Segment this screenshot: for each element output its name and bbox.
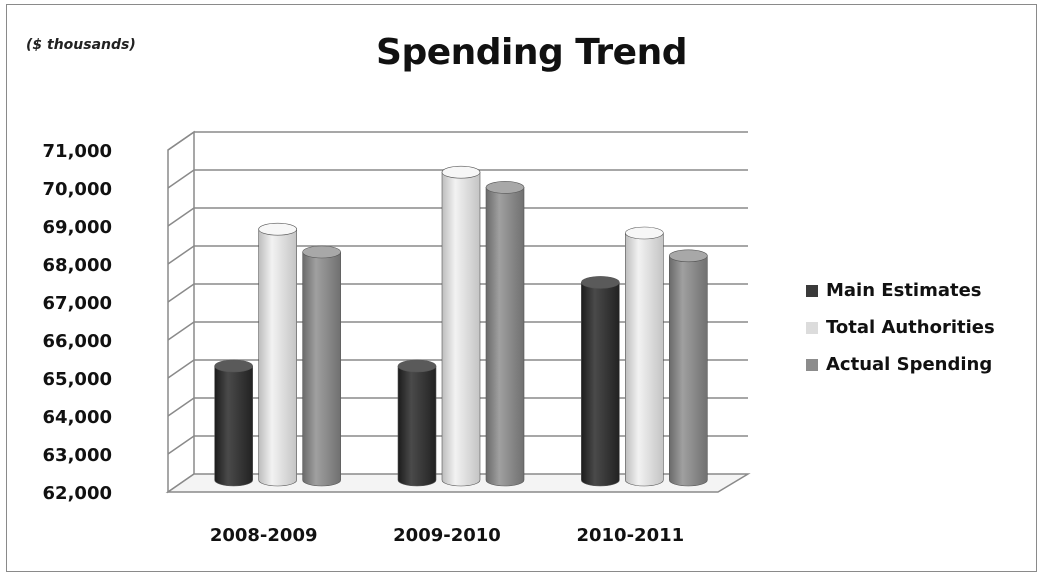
gridline [167, 245, 748, 265]
legend-swatch [806, 321, 818, 334]
x-tick-label: 2008-2009 [210, 525, 318, 546]
bar-body [214, 365, 253, 487]
legend-label: Total Authorities [826, 317, 995, 338]
x-tick-label: 2009-2010 [393, 525, 501, 546]
bar-main-estimates [397, 359, 437, 487]
y-tick-label: 69,000 [43, 217, 112, 238]
bar-body [669, 255, 708, 487]
bar-cap [258, 222, 297, 236]
y-tick-label: 66,000 [43, 331, 112, 352]
bar-cap [441, 165, 481, 179]
legend-item: Actual Spending [806, 346, 995, 383]
bar-main-estimates [214, 359, 253, 487]
legend-swatch [806, 358, 818, 371]
gridline [167, 397, 748, 417]
unit-label: ($ thousands) [26, 37, 136, 53]
y-tick-label: 70,000 [43, 179, 112, 200]
y-tick-label: 68,000 [43, 255, 112, 276]
bar-cap [397, 359, 437, 373]
y-axis: 62,000 63,000 64,000 65,000 66,000 67,000 68,0… [43, 141, 112, 504]
legend-item: Total Authorities [806, 309, 995, 346]
gridline [167, 321, 748, 341]
bar-cap [214, 359, 253, 373]
bar-actual-spending [302, 245, 341, 487]
gridline [167, 359, 748, 379]
bar-cap [625, 226, 664, 240]
y-tick-label: 65,000 [43, 369, 112, 390]
bar-actual-spending [669, 249, 708, 487]
y-tick-label: 64,000 [43, 407, 112, 428]
bar-body [302, 251, 341, 487]
bar-body [625, 232, 664, 487]
y-tick-label: 62,000 [43, 483, 112, 504]
y-tick-label: 71,000 [43, 141, 112, 162]
legend-swatch [806, 284, 818, 297]
chart-title: Spending Trend [376, 32, 687, 73]
bar-body [397, 365, 437, 487]
bar-total-authorities [625, 226, 664, 487]
legend-label: Main Estimates [826, 280, 982, 301]
legend: Main Estimates Total Authorities Actual Sp… [806, 272, 995, 383]
legend-item: Main Estimates [806, 272, 995, 309]
bar-actual-spending [485, 181, 525, 487]
bar-body [581, 282, 620, 487]
bar-total-authorities [441, 165, 481, 487]
gridline [167, 169, 748, 189]
x-tick-label: 2010-2011 [576, 525, 684, 546]
bar-cap [302, 245, 341, 259]
bar-body [485, 187, 525, 487]
legend-label: Actual Spending [826, 354, 993, 375]
gridline [167, 283, 748, 303]
bar-body [258, 228, 297, 487]
bar-cap [485, 181, 525, 194]
gridline [167, 207, 748, 227]
x-axis: 2008-2009 2009-2010 2010-2011 [210, 525, 684, 546]
y-tick-label: 63,000 [43, 445, 112, 466]
bar-layer [214, 165, 708, 487]
bar-main-estimates [581, 276, 620, 487]
bar-total-authorities [258, 222, 297, 487]
bar-cap [669, 249, 708, 263]
gridline [167, 131, 748, 151]
y-tick-label: 67,000 [43, 293, 112, 314]
bar-cap [581, 276, 620, 289]
gridline [167, 435, 748, 455]
bar-body [441, 171, 481, 487]
